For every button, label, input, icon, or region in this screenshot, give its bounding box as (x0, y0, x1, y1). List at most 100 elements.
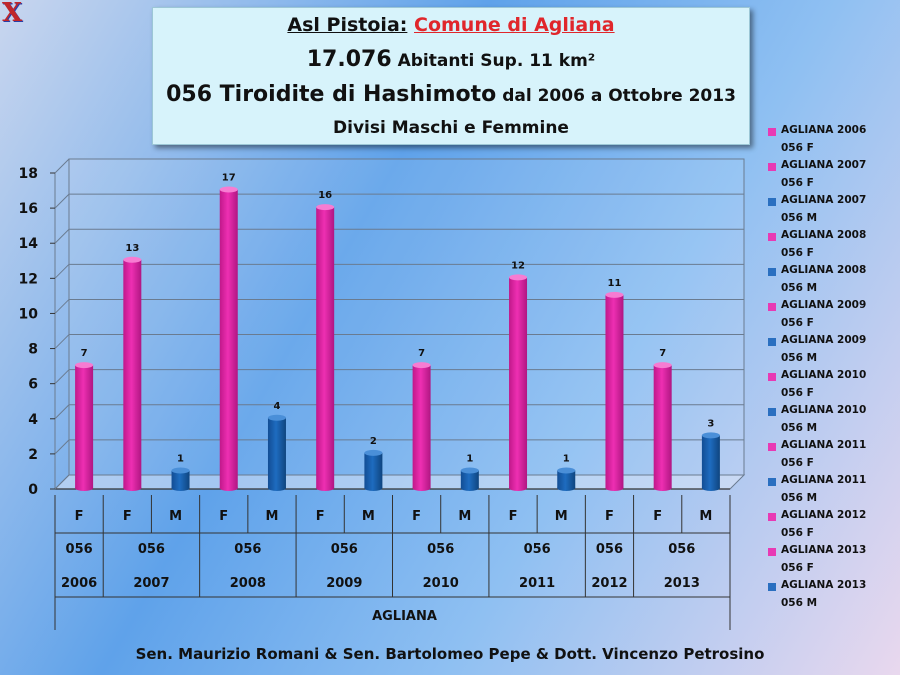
data-label: 13 (125, 243, 139, 254)
bar (557, 467, 576, 491)
gridline-side (54, 193, 70, 209)
footer-authors: Sen. Maurizio Romani & Sen. Bartolomeo P… (135, 645, 765, 663)
bar (171, 467, 190, 491)
sex-label: F (316, 509, 325, 524)
x-axis-title: AGLIANA (372, 609, 437, 624)
legend-label: AGLIANA 2007 (781, 194, 867, 206)
legend-swatch (768, 373, 776, 381)
bar-bottom (219, 485, 238, 491)
bar (605, 291, 624, 491)
legend-swatch (768, 548, 776, 556)
bar-body (123, 259, 142, 488)
year-label: 2011 (519, 576, 555, 591)
bar-body (412, 365, 431, 488)
gridline-side (54, 299, 70, 314)
bar-top (460, 467, 479, 474)
title-comune: Comune di Agliana (414, 14, 615, 36)
bar-top (364, 449, 383, 456)
bar-bottom (123, 485, 142, 491)
title-line-4: Divisi Maschi e Femmine (333, 118, 569, 138)
legend-item: AGLIANA 2006 056 F (768, 122, 898, 157)
year-label: 2006 (61, 576, 97, 591)
legend-label: AGLIANA 2012 (781, 509, 867, 521)
legend-label: AGLIANA 2013 (781, 544, 867, 556)
legend-item: AGLIANA 2013 056 M (768, 577, 898, 612)
bar (267, 414, 286, 491)
bar-top (219, 186, 238, 193)
gridline-side (54, 158, 70, 174)
title-line-1: Asl Pistoia: Comune di Agliana (153, 14, 749, 36)
sex-label: F (509, 509, 518, 524)
y-tick-label: 6 (28, 377, 38, 393)
legend-swatch (768, 303, 776, 311)
gridline-side (54, 474, 70, 490)
legend-swatch (768, 478, 776, 486)
data-label: 3 (707, 418, 714, 429)
legend-label: AGLIANA 2011 (781, 439, 867, 451)
bar-body (75, 365, 94, 488)
legend-sublabel: 056 F (781, 247, 814, 259)
bar-bottom (557, 485, 576, 491)
legend-item: AGLIANA 2010 056 F (768, 367, 898, 402)
gridline-side (54, 404, 70, 420)
legend-swatch (768, 583, 776, 591)
gridline-side (54, 439, 70, 455)
legend-item: AGLIANA 2009 056 F (768, 297, 898, 332)
bar-bottom (701, 485, 720, 491)
legend-item: AGLIANA 2012 056 F (768, 507, 898, 542)
data-label: 7 (81, 348, 88, 359)
legend-swatch (768, 163, 776, 171)
bar-top (123, 256, 142, 263)
legend-sublabel: 056 F (781, 177, 814, 189)
legend-item: AGLIANA 2008 056 F (768, 227, 898, 262)
bar (653, 362, 672, 491)
legend-swatch (768, 233, 776, 241)
legend-swatch (768, 338, 776, 346)
legend-sublabel: 056 M (781, 597, 818, 609)
legend-sublabel: 056 M (781, 422, 818, 434)
bar (219, 186, 238, 491)
bar-bottom (267, 485, 286, 491)
code-label: 056 (138, 542, 165, 557)
bar-body (316, 207, 335, 488)
data-label: 12 (511, 260, 525, 271)
legend-item: AGLIANA 2011 056 F (768, 437, 898, 472)
legend-sublabel: 056 F (781, 527, 814, 539)
data-label: 1 (466, 453, 473, 464)
title-box: Asl Pistoia: Comune di Agliana 17.076 Ab… (152, 7, 750, 145)
bar-bottom (509, 485, 528, 491)
legend-sublabel: 056 F (781, 142, 814, 154)
period: dal 2006 a Ottobre 2013 (502, 86, 736, 106)
bar (123, 256, 142, 491)
sex-label: F (219, 509, 228, 524)
sex-label: M (699, 509, 712, 524)
code-label: 056 (596, 542, 623, 557)
bar-bottom (364, 485, 383, 491)
gridline-side (54, 334, 70, 349)
bar (701, 432, 720, 491)
bar-body (171, 470, 190, 488)
bar (460, 467, 479, 491)
bar-body (701, 435, 720, 488)
legend-sublabel: 056 F (781, 562, 814, 574)
legend-item: AGLIANA 2008 056 M (768, 262, 898, 297)
y-tick-label: 4 (28, 412, 38, 428)
sex-label: M (362, 509, 375, 524)
legend-swatch (768, 408, 776, 416)
sex-label: F (653, 509, 662, 524)
legend-sublabel: 056 M (781, 352, 818, 364)
bar-body (605, 294, 624, 488)
title-line-3: 056 Tiroidite di Hashimoto dal 2006 a Ot… (153, 82, 749, 107)
legend-item: AGLIANA 2007 056 F (768, 157, 898, 192)
y-tick-label: 14 (19, 236, 39, 252)
legend-item: AGLIANA 2013 056 F (768, 542, 898, 577)
bar-top (316, 204, 335, 211)
bar-bottom (171, 485, 190, 491)
data-label: 1 (177, 453, 184, 464)
sex-label: M (555, 509, 568, 524)
bar-top (701, 432, 720, 439)
title-line-2: 17.076 Abitanti Sup. 11 km² (153, 47, 749, 72)
bar-body (509, 277, 528, 488)
data-label: 1 (563, 453, 570, 464)
sex-label: M (265, 509, 278, 524)
